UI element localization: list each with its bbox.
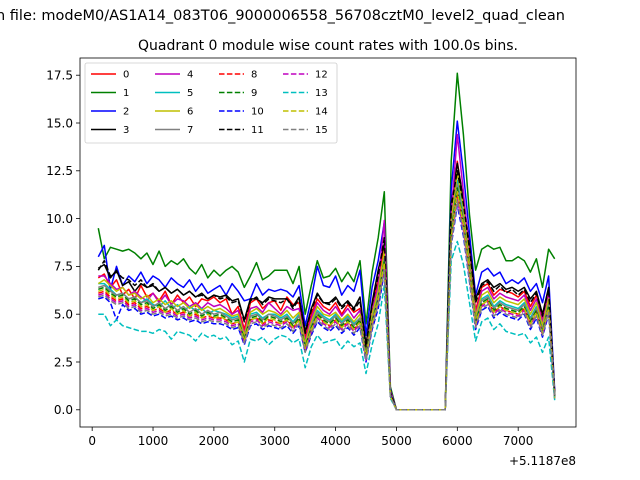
x-tick-label: 6000 [442,434,473,448]
legend-label-8: 8 [251,70,257,81]
series-line-4 [98,133,556,411]
legend-label-2: 2 [123,107,129,118]
x-tick-label: 7000 [503,434,534,448]
series-line-13 [98,240,556,411]
legend-label-10: 10 [251,107,264,118]
x-tick-label: 1000 [138,434,169,448]
axes-frame [79,57,577,428]
legend-label-6: 6 [187,107,193,118]
legend-label-15: 15 [315,125,328,136]
series-line-2 [97,120,556,411]
series-line-6 [97,171,556,411]
x-tick-label: 3000 [259,434,290,448]
x-tick-label: 5000 [381,434,412,448]
legend-label-13: 13 [315,88,328,99]
y-tick-label: 17.5 [46,69,73,83]
chart-title: Quadrant 0 module wise count rates with … [138,38,518,54]
series-line-11 [97,170,556,411]
y-tick-label: 12.5 [46,164,73,178]
legend-label-14: 14 [315,107,328,118]
y-tick-label: 5.0 [54,307,73,321]
y-tick-label: 15.0 [46,116,73,130]
plot-area: 0 1000 2000 3000 4000 5000 6000 7000 0.0 2.5 5.0 7.… [46,57,577,468]
y-tick-label: 7.5 [54,260,73,274]
figure-suptitle: n file: modeM0/AS1A14_083T06_9000006558_… [0,8,565,24]
legend-label-7: 7 [187,125,193,136]
legend-box [84,62,338,144]
series-line-12 [98,198,556,411]
legend-label-12: 12 [315,70,328,81]
legend-label-9: 9 [251,88,257,99]
series-line-7 [98,183,556,411]
y-tick-label: 0.0 [54,403,73,417]
y-tick-label: 2.5 [54,355,73,369]
series-line-1 [97,72,556,411]
x-offset-label: +5.1187e8 [509,454,576,468]
y-tick-label: 10.0 [46,212,73,226]
legend-label-0: 0 [123,70,129,81]
x-tick-label: 0 [88,434,96,448]
series-line-15 [98,200,556,411]
legend-label-3: 3 [123,125,129,136]
legend-label-5: 5 [187,88,193,99]
legend-label-4: 4 [187,70,193,81]
series-line-0 [97,160,556,411]
legend-label-1: 1 [123,88,129,99]
series-line-8 [98,192,556,411]
series-line-14 [98,191,556,411]
x-tick-label: 2000 [199,434,230,448]
legend-label-11: 11 [251,125,264,136]
x-tick-label: 4000 [320,434,351,448]
series-line-9 [98,187,556,411]
